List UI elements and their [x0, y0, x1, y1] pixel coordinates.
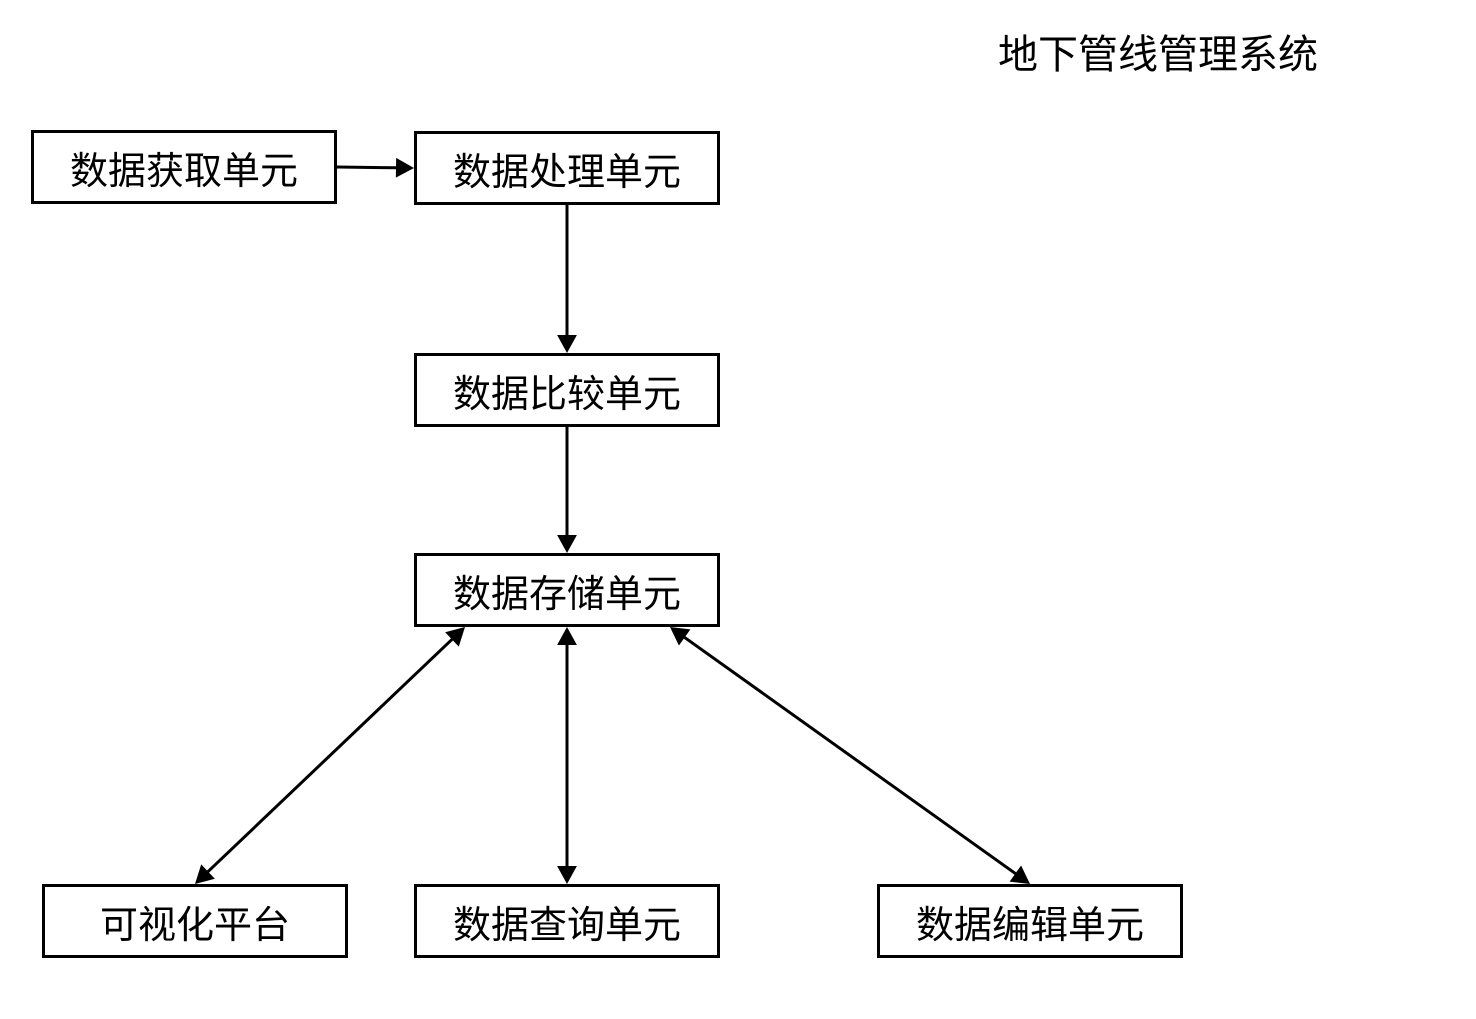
node-vis-platform: 可视化平台	[42, 884, 348, 958]
node-label: 数据处理单元	[453, 141, 681, 196]
node-data-query: 数据查询单元	[414, 884, 720, 958]
node-label: 数据比较单元	[453, 363, 681, 418]
node-data-edit: 数据编辑单元	[877, 884, 1183, 958]
node-data-process: 数据处理单元	[414, 131, 720, 205]
node-data-compare: 数据比较单元	[414, 353, 720, 427]
node-label: 数据查询单元	[453, 894, 681, 949]
node-label: 数据编辑单元	[916, 894, 1144, 949]
node-label: 数据存储单元	[453, 563, 681, 618]
node-data-store: 数据存储单元	[414, 553, 720, 627]
diagram-title: 地下管线管理系统	[998, 22, 1318, 80]
node-data-acquire: 数据获取单元	[31, 130, 337, 204]
node-label: 数据获取单元	[70, 140, 298, 195]
node-label: 可视化平台	[100, 894, 290, 949]
